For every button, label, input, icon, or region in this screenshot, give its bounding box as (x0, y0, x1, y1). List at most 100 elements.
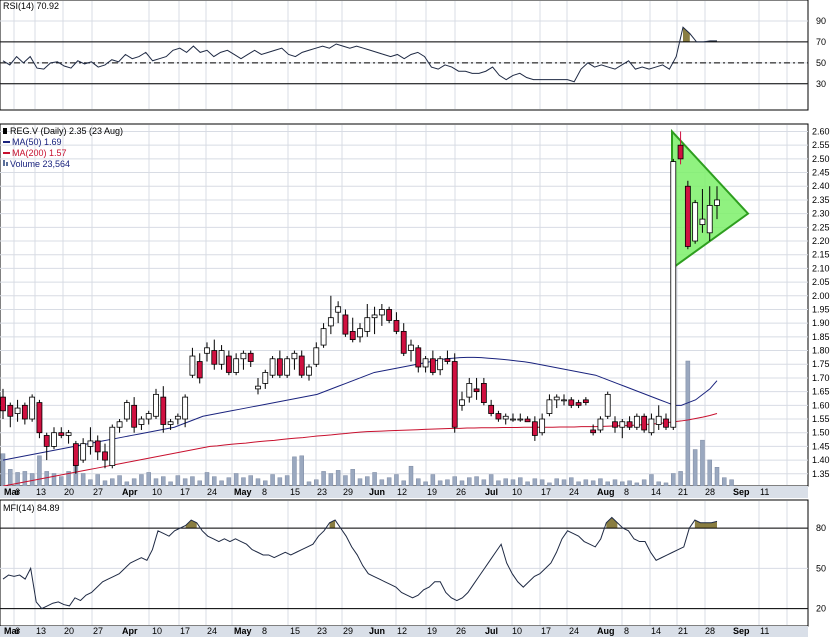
day-label: 6 (15, 626, 20, 636)
volume-bar (102, 480, 108, 487)
candle-body (663, 418, 669, 428)
volume-bar (168, 481, 173, 487)
volume-bar (233, 473, 239, 487)
day-label: 27 (93, 487, 103, 497)
volume-bar (605, 481, 610, 487)
candle-body (626, 421, 633, 428)
mfi-tick-label: 50 (816, 563, 826, 573)
volume-bar (153, 478, 159, 487)
candle-body (153, 393, 159, 417)
volume-bar (729, 479, 734, 487)
candle-body (123, 402, 130, 420)
candle-body (211, 350, 218, 365)
price-tick-label: 1.45 (812, 441, 830, 451)
candle-body (284, 358, 291, 376)
candle-body (160, 396, 167, 425)
candle-body (378, 309, 385, 316)
day-label: 14 (651, 487, 661, 497)
candle-body (699, 218, 706, 225)
candle-body (582, 399, 589, 403)
price-tick-label: 1.55 (812, 414, 830, 424)
candle-body (349, 330, 356, 340)
volume-bar (663, 482, 669, 487)
candle-body (94, 440, 101, 453)
month-label: Jul (485, 487, 498, 497)
rsi-line (2, 26, 717, 83)
month-label: May (234, 626, 252, 636)
volume-legend-icon (3, 160, 5, 166)
candle-body (706, 205, 713, 234)
volume-bar (321, 471, 326, 487)
volume-bar (22, 471, 28, 487)
candle-body (451, 361, 458, 428)
month-label: Mar (4, 487, 21, 497)
day-label: 14 (651, 626, 661, 636)
volume-bar (212, 476, 217, 487)
volume-bar (80, 473, 86, 487)
candle-body (262, 372, 269, 384)
day-label: 17 (180, 487, 190, 497)
volume-bar (161, 476, 166, 487)
candle-body (80, 443, 87, 461)
day-label: 24 (207, 626, 217, 636)
price-tick-label: 1.85 (812, 332, 830, 342)
price-tick-label: 2.55 (812, 140, 830, 150)
volume-bar (292, 456, 297, 487)
volume-bar (386, 477, 392, 487)
price-tick-label: 2.10 (812, 263, 830, 273)
candle-body (546, 399, 553, 414)
day-label: 8 (624, 487, 629, 497)
volume-legend-icon-bar (6, 162, 8, 166)
candle-body (480, 383, 487, 403)
candle-body (539, 418, 546, 434)
candle-body (306, 366, 312, 376)
candle-body (291, 352, 298, 360)
date-axis-band (0, 626, 808, 637)
volume-bar (437, 480, 443, 487)
volume-bar (365, 476, 370, 487)
volume-bar (314, 479, 319, 487)
candle-body (72, 443, 79, 466)
rsi-overbought-area (683, 27, 690, 42)
candle-body (393, 320, 400, 332)
day-label: 8 (624, 626, 629, 636)
candle-body (684, 185, 691, 247)
candle-body (641, 415, 648, 431)
volume-bar (241, 477, 246, 487)
candle-body (429, 358, 436, 373)
candle-body (116, 421, 123, 428)
candle-body (218, 350, 225, 365)
month-label: May (234, 487, 252, 497)
volume-bar (430, 474, 436, 487)
mfi-label: MFI(14) 84.89 (3, 503, 60, 513)
price-tick-label: 1.35 (812, 469, 830, 479)
volume-bar (299, 455, 304, 487)
candle-body (196, 361, 203, 379)
candle-body (320, 328, 327, 346)
candle-body (415, 347, 422, 368)
volume-bar (343, 475, 348, 487)
volume-bar (335, 470, 341, 487)
candle-body (714, 199, 720, 206)
candle-body (204, 347, 210, 354)
ma50-label: MA(50) 1.69 (12, 137, 62, 147)
price-panel: 2.60 2.55 2.50 2.45 2.40 2.35 2.30 2.25 2.20 2.15… (0, 123, 830, 487)
volume-bar (671, 473, 676, 487)
candle-body (58, 432, 65, 436)
candle-body (189, 355, 196, 376)
month-label: Jul (485, 626, 498, 636)
month-label: Jun (369, 626, 385, 636)
candle-body (386, 309, 393, 321)
month-label: Sep (733, 487, 750, 497)
candle-body (575, 402, 582, 406)
volume-bar (561, 479, 567, 487)
volume-bar (627, 480, 632, 487)
day-label: 24 (569, 487, 579, 497)
candle-body (167, 421, 174, 425)
volume-bar (598, 478, 603, 487)
candle-body (510, 418, 516, 421)
volume-bar (554, 478, 559, 487)
volume-bar (372, 472, 377, 487)
day-label: 17 (180, 626, 190, 636)
